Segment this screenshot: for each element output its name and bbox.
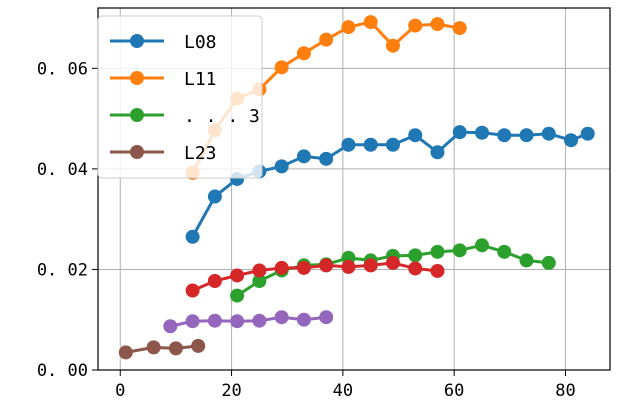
data-point (319, 32, 334, 47)
legend-box (97, 15, 263, 179)
data-point (408, 248, 423, 263)
legend-marker (130, 34, 144, 48)
series-3 (185, 255, 445, 298)
legend-label: L08 (184, 32, 217, 53)
data-point (207, 313, 222, 328)
data-point (497, 244, 512, 259)
data-point (385, 137, 400, 152)
plot-frame (97, 7, 611, 371)
series-layer (118, 15, 595, 360)
data-point (475, 125, 489, 140)
data-point (146, 340, 161, 355)
data-point (252, 263, 267, 278)
x-tick-label: 40 (333, 381, 353, 401)
data-point (274, 60, 289, 75)
data-point (541, 255, 556, 270)
data-point (430, 244, 445, 259)
data-point (319, 151, 334, 166)
legend-label: . . . 3 (184, 106, 260, 127)
data-point (519, 253, 534, 268)
y-tick-label: 0. 00 (37, 361, 88, 381)
x-tick-label: 60 (444, 381, 464, 401)
legend-entry: . . . 3 (110, 106, 260, 127)
y-tick-label: 0. 02 (37, 260, 88, 280)
data-point (341, 259, 356, 274)
data-point (191, 338, 206, 353)
data-point (296, 149, 311, 164)
x-tick-label: 0 (115, 381, 125, 401)
data-point (408, 261, 423, 276)
data-point (230, 268, 245, 283)
data-point (452, 125, 467, 140)
axis-ticks: 0 20 40 60 80 0. 00 0. 02 0. 04 0. 06 (37, 59, 576, 401)
data-point (519, 128, 534, 143)
data-point (452, 21, 467, 36)
data-point (207, 274, 222, 289)
data-point (252, 274, 267, 289)
data-point (341, 137, 356, 152)
y-tick-label: 0. 06 (37, 59, 88, 79)
legend: L08 L11 . . . 3 L23 (97, 15, 263, 179)
x-tick-label: 20 (221, 381, 241, 401)
series-line (125, 344, 199, 354)
data-point (230, 288, 245, 303)
data-point (185, 314, 200, 329)
data-point (408, 128, 423, 143)
data-point (564, 133, 579, 148)
data-point (385, 255, 400, 270)
legend-label: L11 (184, 69, 217, 90)
legend-marker (130, 108, 144, 122)
data-point (296, 260, 311, 275)
data-point (363, 137, 378, 152)
data-point (252, 313, 267, 328)
legend-label: L23 (184, 143, 217, 164)
data-point (363, 258, 378, 273)
data-point (118, 345, 133, 360)
data-point (580, 126, 595, 141)
data-point (452, 243, 467, 258)
data-point (319, 258, 334, 273)
data-point (207, 189, 222, 204)
data-point (475, 238, 489, 253)
data-point (185, 283, 200, 298)
legend-entry: L23 (110, 143, 217, 164)
data-point (274, 310, 289, 325)
data-point (296, 312, 311, 327)
data-point (274, 159, 289, 174)
y-tick-label: 0. 04 (37, 160, 88, 180)
data-point (408, 18, 423, 33)
x-tick-label: 80 (555, 381, 575, 401)
data-point (296, 46, 311, 61)
data-point (430, 263, 445, 278)
data-point (497, 128, 512, 143)
legend-entry: L11 (110, 69, 217, 90)
data-point (319, 310, 334, 325)
data-point (168, 341, 183, 356)
data-point (185, 229, 200, 244)
data-point (230, 314, 245, 329)
data-point (341, 20, 356, 35)
legend-entry: L08 (110, 32, 217, 53)
data-point (163, 319, 178, 334)
series-4 (163, 310, 334, 334)
legend-marker (130, 71, 144, 85)
data-point (430, 145, 445, 160)
data-point (363, 15, 378, 30)
data-point (541, 126, 556, 141)
data-point (274, 260, 289, 275)
data-point (430, 17, 445, 32)
data-point (385, 38, 400, 53)
legend-marker (130, 145, 144, 159)
series-5 (118, 338, 206, 360)
